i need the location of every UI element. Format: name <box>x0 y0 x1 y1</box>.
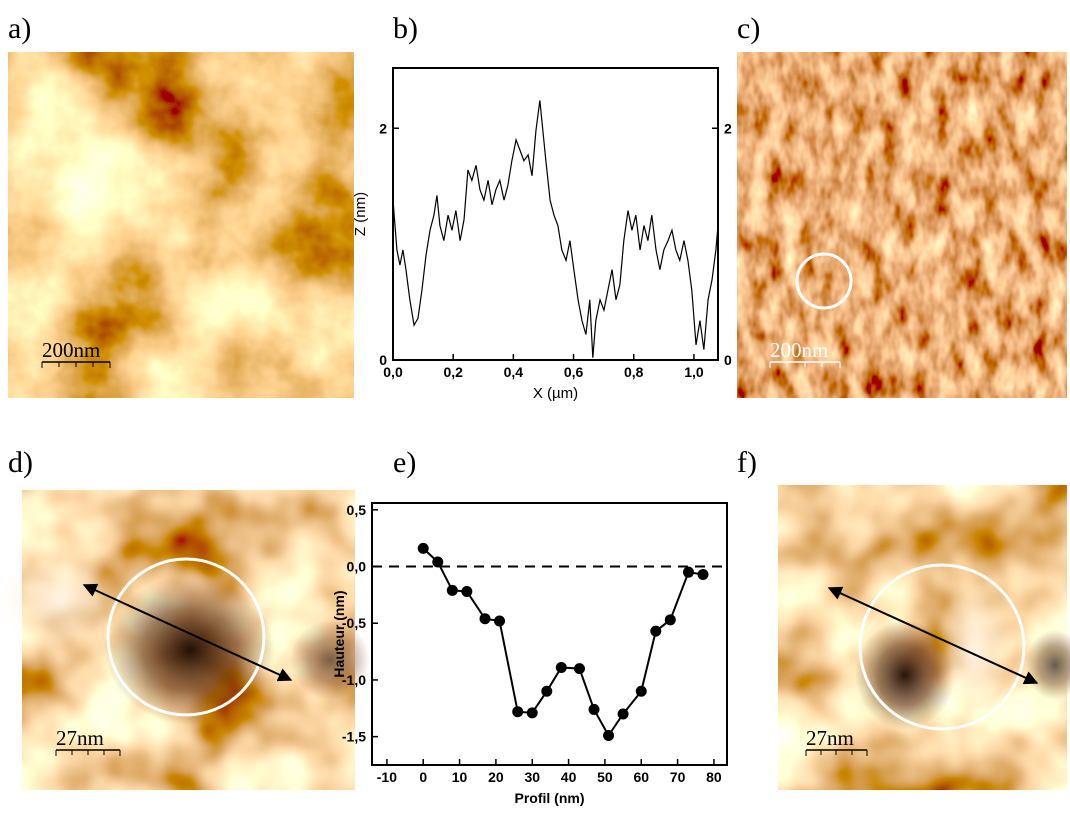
scale-ticks <box>805 750 868 756</box>
data-point <box>603 730 615 742</box>
x-axis-title: Profil (nm) <box>515 790 585 806</box>
panel-label: a) <box>8 12 31 45</box>
x-tick-label: 70 <box>670 769 686 785</box>
plot-frame <box>392 67 719 361</box>
scale-label: 27nm <box>56 726 104 750</box>
afm-image <box>737 52 1067 398</box>
x-tick-label: 40 <box>561 769 577 785</box>
y-tick-label: 0,0 <box>347 559 367 575</box>
x-tick-label: 0,4 <box>504 364 524 380</box>
scale-label: 200nm <box>770 338 828 362</box>
x-tick-label: 1,0 <box>684 364 704 380</box>
data-point <box>541 685 553 697</box>
x-tick-label: 50 <box>597 769 613 785</box>
x-tick-label: 10 <box>452 769 468 785</box>
data-point <box>417 542 429 554</box>
data-point <box>432 556 444 568</box>
profile-arrow <box>82 583 293 682</box>
data-point <box>697 568 709 580</box>
plot-frame <box>371 502 728 766</box>
y2-tick-label: 0 <box>724 352 732 368</box>
data-point <box>555 661 567 673</box>
scale-ticks <box>41 362 111 368</box>
data-point <box>446 584 458 596</box>
x-tick-label: 20 <box>488 769 504 785</box>
image-a: 200nm <box>8 52 354 398</box>
x-tick-label: 0,2 <box>443 364 463 380</box>
scale-label: 200nm <box>42 338 100 362</box>
y-tick-label: -1,0 <box>342 672 366 688</box>
data-point <box>494 615 506 627</box>
afm-image <box>8 52 354 398</box>
panel-label: d) <box>8 446 33 479</box>
y-tick-label: 2 <box>379 120 387 136</box>
profile-arrow <box>827 586 1039 685</box>
x-tick-label: 0 <box>419 769 427 785</box>
y-tick-label: -1,5 <box>342 729 366 745</box>
x-tick-label: 0,6 <box>564 364 584 380</box>
y-tick-label: 0 <box>379 352 387 368</box>
image-f: 27nm <box>778 485 1070 790</box>
data-point <box>526 707 538 719</box>
panel-label: f) <box>737 446 757 479</box>
x-tick-label: 0,8 <box>624 364 644 380</box>
data-point <box>573 663 585 675</box>
scale-ticks <box>769 362 841 368</box>
y-axis-title: Z (nm) <box>352 192 369 236</box>
data-point <box>635 685 647 697</box>
y-tick-label: -0,5 <box>342 615 366 631</box>
panel-label: b) <box>393 12 418 45</box>
x-tick-label: 0,0 <box>383 364 403 380</box>
y2-tick-label: 2 <box>724 120 732 136</box>
data-point <box>588 703 600 715</box>
data-point <box>617 708 629 720</box>
panel-label: e) <box>393 446 416 479</box>
image-c: 200nm <box>737 52 1067 398</box>
data-point <box>479 613 491 625</box>
data-point <box>682 566 694 578</box>
y-tick-label: 0,5 <box>347 502 367 518</box>
x-tick-label: 30 <box>524 769 540 785</box>
bump <box>0 550 120 650</box>
data-line <box>422 547 704 738</box>
x-tick-label: 80 <box>706 769 722 785</box>
y-axis-title: Hauteur (nm) <box>331 590 347 677</box>
highlight-circle <box>795 252 853 310</box>
x-tick-label: 60 <box>633 769 649 785</box>
x-tick-label: -10 <box>377 769 397 785</box>
scale-label: 27nm <box>806 726 854 750</box>
data-point <box>461 585 473 597</box>
image-d: 27nm <box>0 490 370 790</box>
data-point <box>650 625 662 637</box>
data-point <box>664 614 676 626</box>
panel-label: c) <box>737 12 760 45</box>
pit <box>290 620 370 700</box>
pit <box>105 575 275 725</box>
x-axis-title: X (µm) <box>533 385 578 402</box>
panel-labels: a) b) c) d) e) f) <box>8 12 760 479</box>
data-line <box>392 100 719 358</box>
bump <box>935 580 1015 720</box>
scale-ticks <box>55 750 121 756</box>
data-point <box>512 706 524 718</box>
